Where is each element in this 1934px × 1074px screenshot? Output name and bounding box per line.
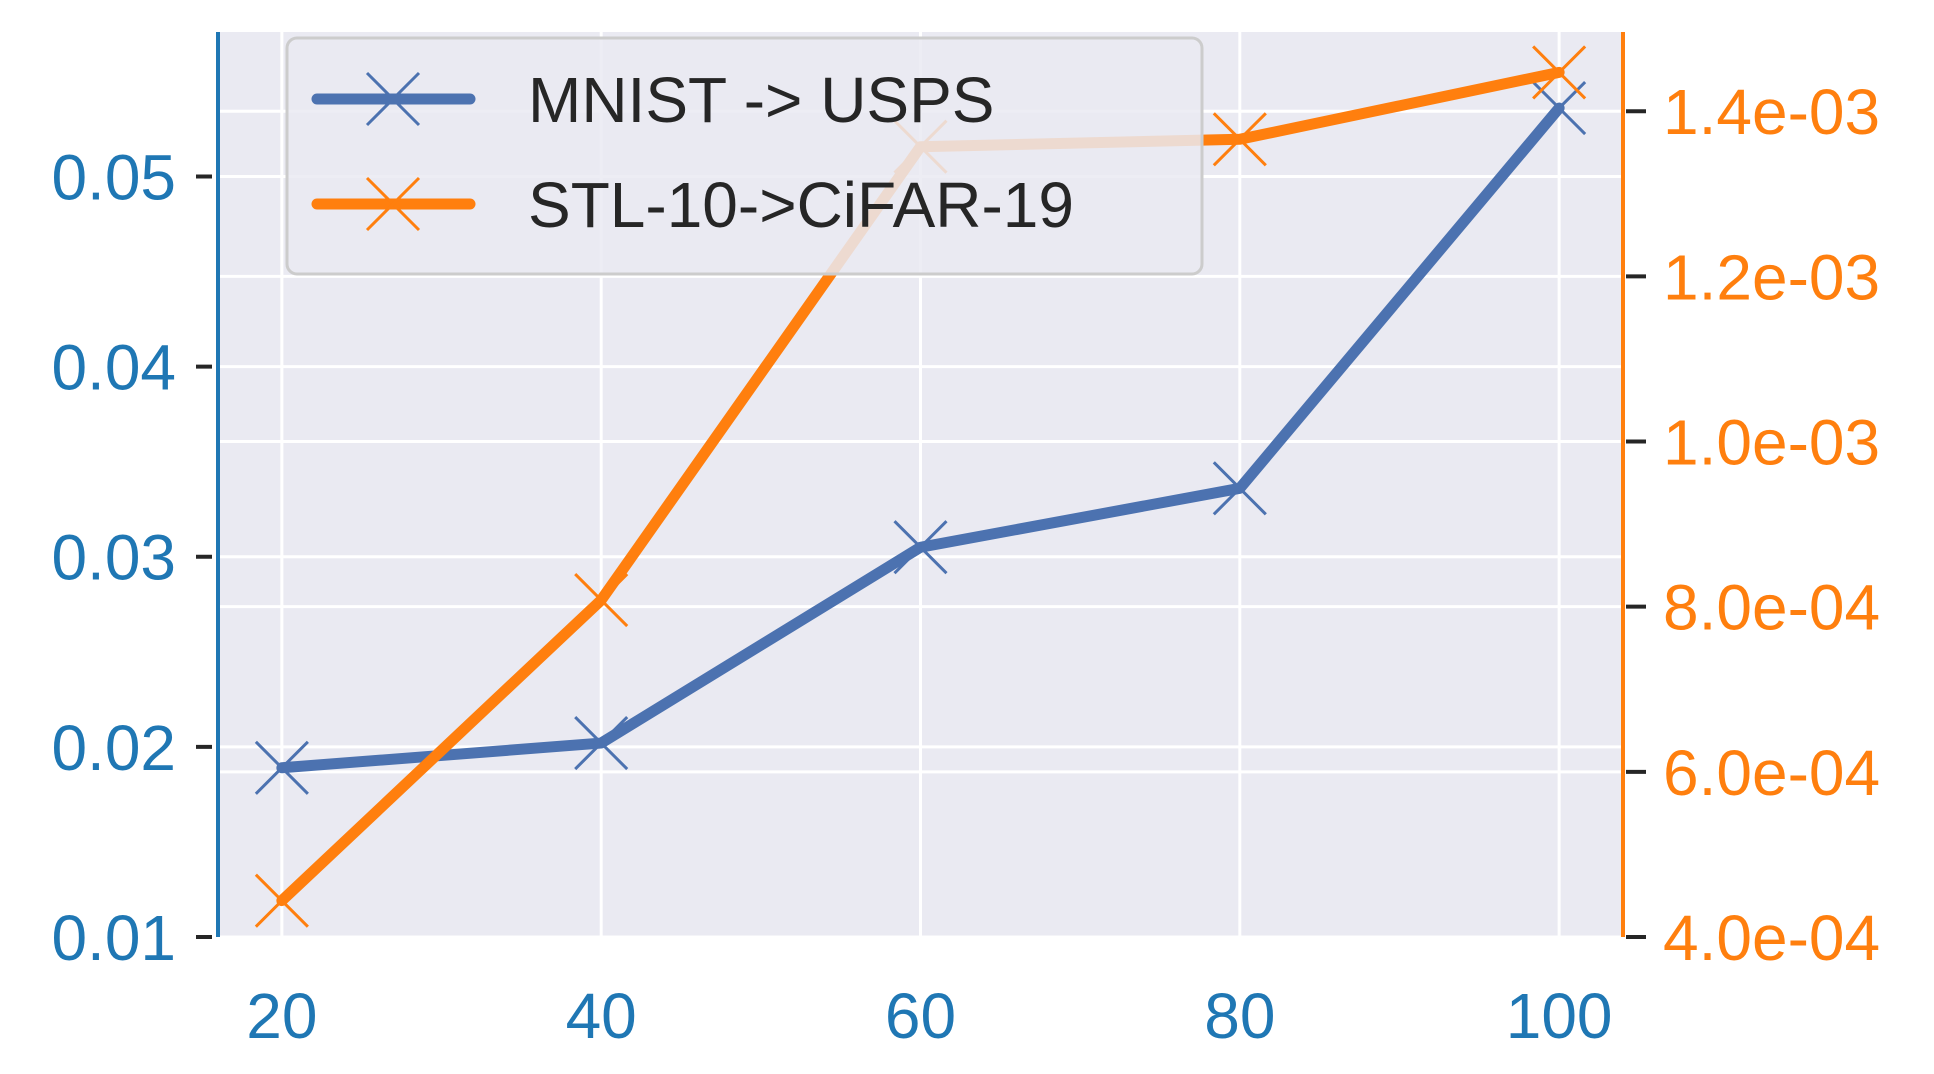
y-left-tick-label: 0.02 [51,712,176,784]
marker-stroke [1212,112,1267,167]
legend-items: MNIST -> USPS STL-10->CiFAR-19 [311,64,1074,241]
y-right-tick-label: 6.0e-04 [1663,737,1880,809]
marker-stroke [1212,461,1267,516]
x-tick-label: 80 [1204,980,1275,1052]
y-right-tick-label: 8.0e-04 [1663,572,1880,644]
y-right-tick-label: 4.0e-04 [1663,902,1880,974]
data-point-marker [574,716,629,771]
legend: MNIST -> USPS STL-10->CiFAR-19 [285,36,1204,276]
legend-marker [365,71,421,127]
marker-stroke [365,176,421,232]
marker-stroke [574,716,629,771]
legend-box [285,36,1204,276]
data-point-marker [1212,112,1267,167]
y-right-tick-label: 1.0e-03 [1663,407,1880,479]
marker-stroke [1532,45,1587,100]
data-point-marker [254,740,309,795]
y-right-tick-label: 1.2e-03 [1663,241,1880,313]
data-point-marker [574,573,629,628]
legend-marker [365,176,421,232]
axes: 20 40 60 80 100 0.01 0.02 0.03 0.04 0.05 4.0e-04 6.… [51,32,1880,1052]
data-point-marker [1212,461,1267,516]
data-point-marker [1532,45,1587,100]
marker-stroke [574,573,629,628]
y-left-tick-label: 0.01 [51,902,176,974]
y-left-tick-label: 0.03 [51,522,176,594]
y-right-tick-label: 1.4e-03 [1663,76,1880,148]
x-tick-label: 20 [246,980,317,1052]
x-tick-label: 60 [885,980,956,1052]
legend-label: MNIST -> USPS [528,64,994,136]
legend-label: STL-10->CiFAR-19 [528,169,1074,241]
data-point-marker [254,873,309,928]
marker-stroke [254,740,309,795]
x-tick-label: 100 [1506,980,1613,1052]
marker-stroke [893,520,948,575]
marker-stroke [254,873,309,928]
x-tick-label: 40 [566,980,637,1052]
data-point-marker [893,520,948,575]
y-left-tick-label: 0.05 [51,141,176,213]
y-left-tick-label: 0.04 [51,332,176,404]
marker-stroke [365,71,421,127]
